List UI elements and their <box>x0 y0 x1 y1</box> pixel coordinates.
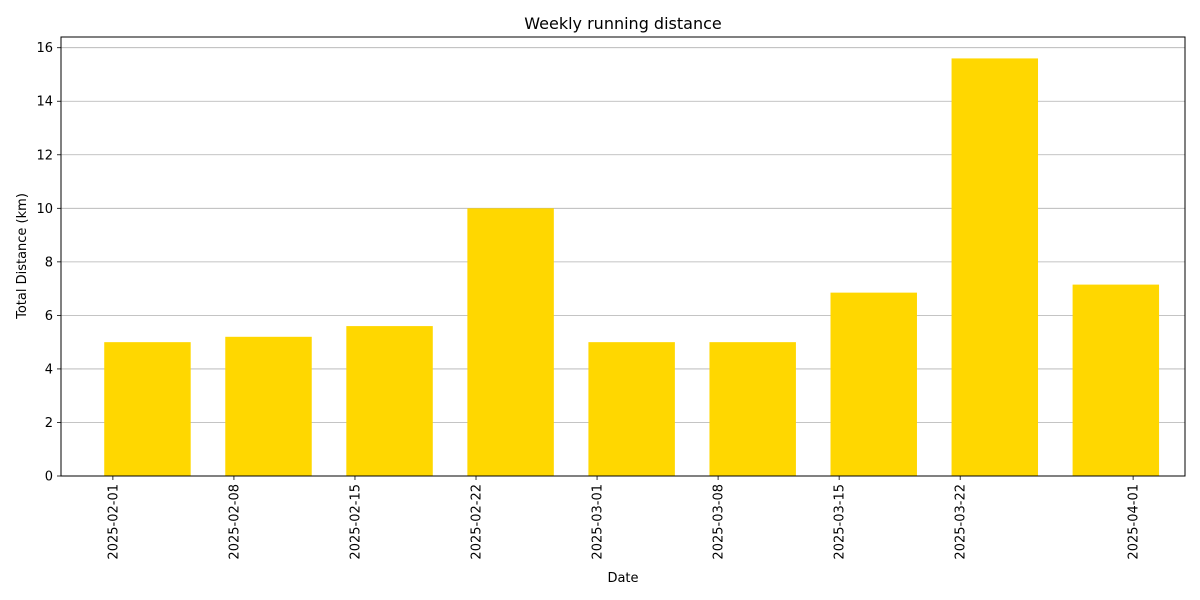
x-tick-label: 2025-03-08 <box>712 484 727 560</box>
x-axis-label: Date <box>607 571 638 586</box>
y-axis-ticks: 0 2 4 6 8 10 12 14 16 <box>36 41 61 485</box>
bar <box>951 58 1039 476</box>
y-tick-label: 2 <box>45 416 53 431</box>
x-tick-label: 2025-04-01 <box>1127 484 1142 560</box>
y-tick-label: 12 <box>36 148 53 163</box>
bar <box>104 342 191 476</box>
y-tick-label: 10 <box>36 202 53 217</box>
bar <box>225 336 312 476</box>
y-axis-label: Total Distance (km) <box>15 193 30 320</box>
x-tick-label: 2025-03-22 <box>954 484 969 560</box>
bar <box>709 342 796 476</box>
x-tick-label: 2025-03-01 <box>591 484 606 560</box>
plot-frame <box>60 36 1186 477</box>
bar <box>588 342 675 476</box>
x-axis-ticks: 2025-02-01 2025-02-08 2025-02-15 2025-02-22… <box>106 476 1142 560</box>
bar <box>830 292 917 476</box>
y-tick-label: 14 <box>36 95 53 110</box>
y-tick-label: 0 <box>45 470 53 485</box>
y-tick-label: 6 <box>45 309 53 324</box>
chart-title: Weekly running distance <box>524 14 721 33</box>
bars <box>104 58 1160 476</box>
x-tick-label: 2025-02-22 <box>470 484 485 560</box>
bar <box>1072 284 1160 476</box>
y-tick-label: 4 <box>45 362 53 377</box>
bar <box>346 326 433 476</box>
x-tick-label: 2025-02-01 <box>106 484 121 560</box>
bar <box>467 208 554 476</box>
y-tick-label: 16 <box>36 41 53 56</box>
x-tick-label: 2025-02-08 <box>227 484 242 560</box>
x-tick-label: 2025-02-15 <box>348 484 363 560</box>
x-tick-label: 2025-03-15 <box>833 484 848 560</box>
y-tick-label: 8 <box>45 255 53 270</box>
